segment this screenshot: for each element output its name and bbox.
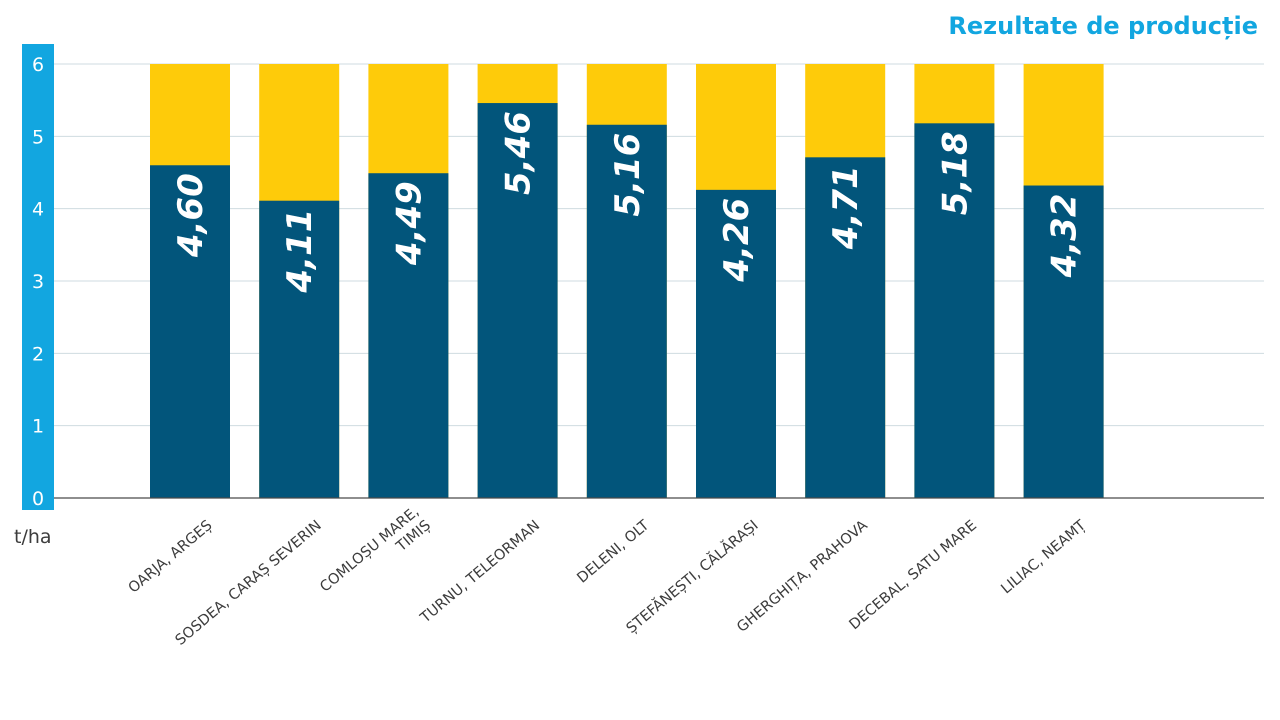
- y-tick-label: 4: [32, 199, 44, 221]
- value-label: 4,26: [717, 198, 757, 283]
- value-bar: [477, 103, 558, 498]
- value-bar: [150, 165, 230, 498]
- value-label: 5,18: [935, 131, 975, 215]
- bar-group: 4,26: [696, 64, 776, 499]
- category-label: DELENI, OLT: [574, 517, 652, 586]
- category-label: LILIAC, NEAMȚ: [998, 517, 1089, 597]
- value-label: 4,60: [171, 173, 211, 258]
- y-tick-label: 3: [32, 271, 44, 293]
- bar-group: 4,32: [1023, 64, 1104, 498]
- bar-group: 4,60: [150, 64, 230, 498]
- y-unit-label: t/ha: [14, 526, 52, 548]
- y-axis-band: [22, 44, 54, 510]
- value-label: 4,11: [280, 209, 320, 294]
- y-tick-label: 2: [32, 343, 44, 365]
- y-tick-labels: 0 1 2 3 4 5 6: [32, 54, 44, 510]
- value-label: 5,46: [499, 111, 539, 195]
- bar-group: 4,71: [805, 64, 886, 498]
- bar-group: 5,46: [477, 64, 558, 498]
- value-label: 5,16: [608, 133, 648, 217]
- value-bar: [914, 123, 995, 499]
- value-bar: [696, 189, 776, 499]
- category-label: OARJA, ARGEȘ: [126, 518, 216, 597]
- bars: 4,60 4,11 4,49 5,46 5,16 4,26 4,71 5,18 4,32: [150, 64, 1104, 499]
- y-tick-label: 6: [32, 54, 44, 76]
- value-bar: [586, 124, 667, 498]
- bar-group: 4,49: [368, 64, 449, 498]
- value-label: 4,71: [826, 165, 866, 250]
- category-label: TURNU, TELEORMAN: [417, 518, 543, 627]
- value-label: 4,49: [389, 181, 429, 266]
- category-label: COMLOȘU MARE,TIMIȘ: [317, 504, 434, 610]
- value-bar: [805, 157, 886, 498]
- value-label: 4,32: [1045, 194, 1085, 279]
- y-tick-label: 0: [32, 488, 44, 510]
- y-tick-label: 1: [32, 416, 44, 438]
- value-bar: [1023, 185, 1104, 498]
- chart-title: Rezultate de producție: [948, 12, 1258, 40]
- bar-group: 5,18: [914, 64, 995, 499]
- value-bar: [259, 200, 340, 498]
- y-tick-label: 5: [32, 126, 44, 148]
- bar-group: 5,16: [586, 64, 667, 498]
- category-label: DECEBAL, SATU MARE: [847, 518, 980, 634]
- value-bar: [368, 173, 449, 498]
- bar-group: 4,11: [259, 64, 340, 498]
